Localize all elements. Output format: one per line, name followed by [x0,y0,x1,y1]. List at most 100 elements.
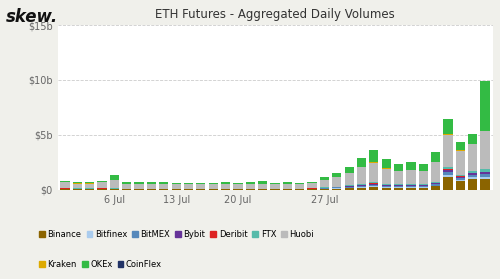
Bar [480,177,490,179]
Bar [332,173,342,177]
Bar [394,185,403,186]
Bar [320,177,329,180]
Bar [134,184,143,189]
Bar [456,142,465,150]
Bar [85,182,94,184]
Bar [344,187,354,188]
Bar [468,175,477,177]
Bar [456,176,465,177]
Bar [344,188,354,190]
Bar [196,189,205,190]
Bar [406,170,416,184]
Bar [258,184,268,189]
Bar [122,189,132,190]
Bar [147,182,156,184]
Bar [258,189,268,190]
Bar [480,131,490,169]
Bar [172,184,181,189]
Bar [456,180,465,181]
Bar [406,184,416,185]
Bar [270,184,280,189]
Bar [418,171,428,184]
Bar [308,189,316,190]
Bar [344,185,354,186]
Bar [382,159,391,169]
Bar [72,184,82,188]
Bar [382,186,391,187]
Bar [369,184,378,185]
Bar [468,134,477,143]
Bar [480,174,490,177]
Bar [172,189,181,190]
Bar [159,189,168,190]
Bar [357,167,366,184]
Bar [320,180,329,187]
Bar [246,182,255,184]
Bar [344,167,354,173]
Bar [357,158,366,167]
Bar [444,134,452,167]
Bar [208,184,218,189]
Bar [60,182,70,188]
Bar [456,175,465,176]
Bar [184,189,193,190]
Bar [444,170,452,172]
Legend: Kraken, OKEx, CoinFlex: Kraken, OKEx, CoinFlex [39,260,162,269]
Bar [110,175,119,180]
Bar [221,182,230,184]
Bar [159,184,168,189]
Bar [406,186,416,187]
Bar [98,181,106,182]
Bar [480,81,490,131]
Bar [369,150,378,162]
Bar [394,186,403,187]
Bar [444,177,452,190]
Bar [369,185,378,186]
Bar [270,189,280,190]
Bar [468,173,477,175]
Bar [431,184,440,186]
Bar [122,182,132,184]
Bar [332,187,342,188]
Bar [357,185,366,186]
Bar [418,186,428,187]
Bar [431,186,440,190]
Bar [357,186,366,187]
Bar [122,184,132,189]
Bar [295,184,304,189]
Legend: Binance, Bitfinex, BitMEX, Bybit, Deribit, FTX, Huobi: Binance, Bitfinex, BitMEX, Bybit, Deribi… [39,230,314,239]
Bar [418,185,428,186]
Bar [147,184,156,189]
Bar [382,184,391,185]
Bar [270,183,280,184]
Bar [147,189,156,190]
Bar [394,171,403,184]
Bar [134,182,143,184]
Bar [468,171,477,173]
Bar [406,185,416,186]
Bar [456,177,465,178]
Bar [468,177,477,179]
Bar [282,182,292,184]
Bar [406,162,416,170]
Bar [85,189,94,190]
Bar [468,179,477,190]
Bar [72,182,82,184]
Title: ETH Futures - Aggregated Daily Volumes: ETH Futures - Aggregated Daily Volumes [155,8,395,21]
Bar [172,183,181,184]
Bar [444,172,452,175]
Bar [369,182,378,184]
Bar [72,189,82,190]
Bar [110,189,119,190]
Bar [480,172,490,174]
Bar [234,183,242,184]
Bar [258,181,268,184]
Bar [184,183,193,184]
Bar [98,189,106,190]
Bar [418,184,428,185]
Bar [208,189,218,190]
Bar [394,187,403,190]
Bar [394,164,403,171]
Bar [382,187,391,190]
Bar [431,182,440,183]
